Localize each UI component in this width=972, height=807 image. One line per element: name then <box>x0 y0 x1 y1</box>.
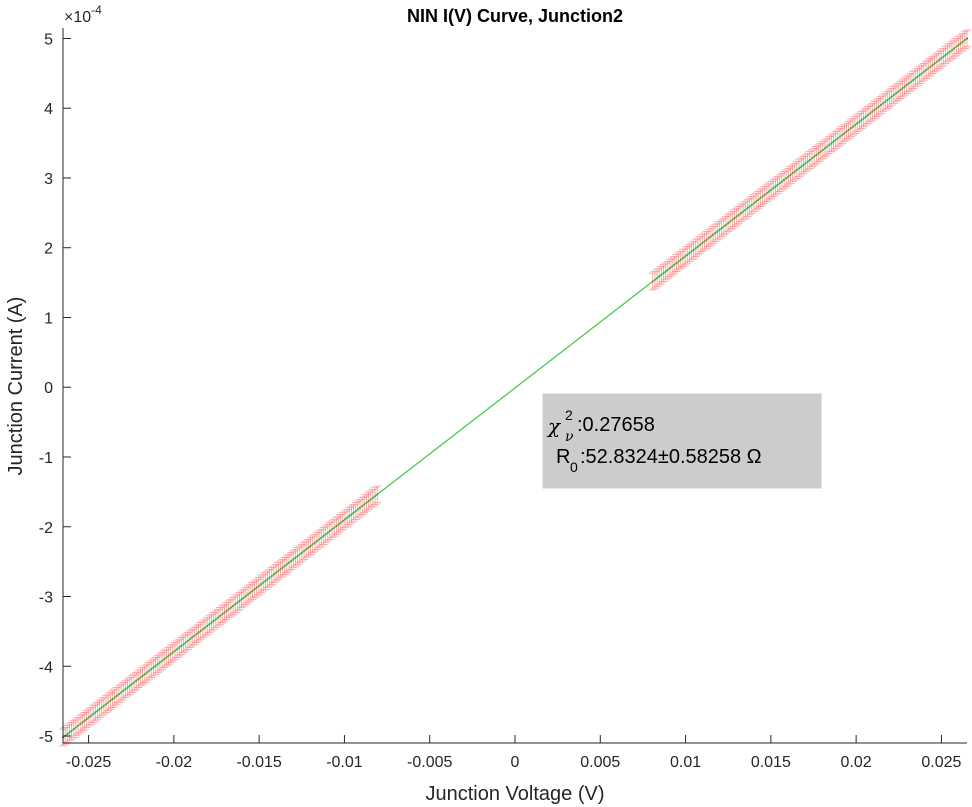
y-tick-label: 2 <box>44 241 53 258</box>
y-tick-label: -3 <box>39 590 53 607</box>
r-symbol: R <box>556 446 570 468</box>
y-tick-label: -1 <box>39 450 53 467</box>
x-tick-labels: -0.025 -0.02 -0.015 -0.01 -0.005 0 0.005 0.01 0.… <box>66 754 962 771</box>
y-tick-label: 0 <box>44 380 53 397</box>
x-tick-label: -0.015 <box>236 754 281 771</box>
x-tick-label: -0.005 <box>407 754 452 771</box>
chi-subscript: ν <box>565 429 574 445</box>
chi-symbol: χ <box>546 414 562 438</box>
y-tick-label: -5 <box>39 729 53 746</box>
y-axis-label: Junction Current (A) <box>5 297 27 476</box>
x-tick-label: 0.005 <box>580 754 620 771</box>
fit-line <box>62 37 968 738</box>
chi-superscript: 2 <box>565 407 573 423</box>
x-tick-label: 0 <box>511 754 520 771</box>
y-exponent-base: ×10 <box>64 9 91 26</box>
y-tick-label: -2 <box>39 520 53 537</box>
y-tick-labels: -5 -4 -3 -2 -1 0 1 2 3 4 5 <box>39 31 53 746</box>
y-tick-label: -4 <box>39 659 53 676</box>
y-tick-label: 5 <box>44 31 53 48</box>
annotation-box <box>542 393 822 489</box>
fit-line-path <box>62 37 968 738</box>
chi-value: :0.27658 <box>577 414 655 436</box>
y-tick-label: 3 <box>44 171 53 188</box>
y-tick-label: 4 <box>44 101 53 118</box>
x-tick-label: -0.025 <box>66 754 111 771</box>
chart-title: NIN I(V) Curve, Junction2 <box>407 6 623 26</box>
y-exponent-power: -4 <box>91 3 102 17</box>
plot-area <box>59 29 971 747</box>
x-tick-label: -0.02 <box>156 754 193 771</box>
axes <box>62 28 967 744</box>
x-axis-label: Junction Voltage (V) <box>426 783 605 805</box>
y-exponent-label: ×10-4 <box>64 3 102 26</box>
r-value: :52.8324±0.58258 Ω <box>580 446 762 468</box>
x-tick-label: -0.01 <box>326 754 363 771</box>
fit-annotation: χ 2 ν :0.27658 R 0 :52.8324±0.58258 Ω <box>542 393 822 489</box>
svg-text:×10-4: ×10-4 <box>64 3 102 26</box>
chi-squared-row: χ 2 ν :0.27658 <box>546 407 655 445</box>
r-subscript: 0 <box>570 459 578 475</box>
x-tick-label: 0.025 <box>921 754 961 771</box>
resistance-row: R 0 :52.8324±0.58258 Ω <box>556 446 762 475</box>
y-tick-label: 1 <box>44 310 53 327</box>
x-tick-label: 0.02 <box>841 754 872 771</box>
x-tick-label: 0.01 <box>670 754 701 771</box>
x-tick-label: 0.015 <box>751 754 791 771</box>
error-bars <box>59 29 971 747</box>
